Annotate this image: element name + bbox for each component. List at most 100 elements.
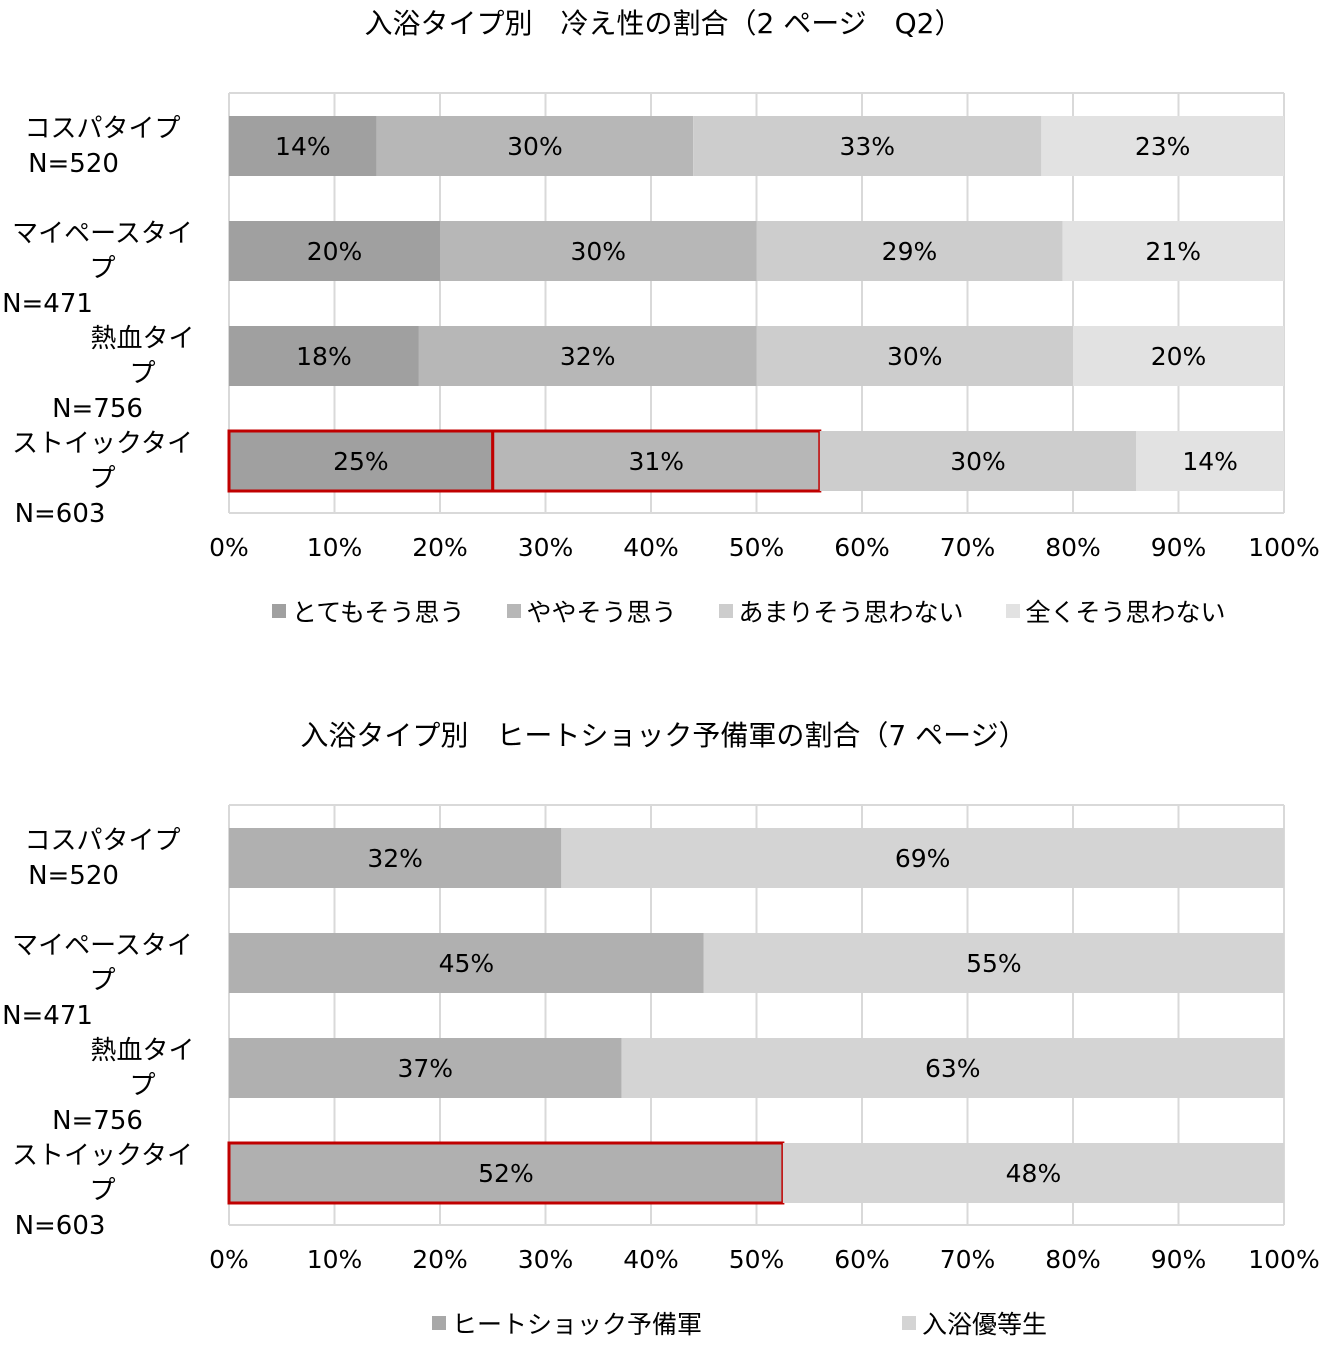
x-tick-label: 60% <box>834 533 890 562</box>
x-tick-label: 0% <box>209 533 249 562</box>
x-tick-label: 60% <box>834 1245 890 1274</box>
category-n: N=520 <box>28 149 119 179</box>
legend-swatch <box>1005 604 1020 618</box>
data-label: 69% <box>895 844 951 873</box>
category-label-1: マイペースタイプ N=471 <box>0 217 205 322</box>
legend-item-0: ヒートショック予備軍 <box>432 1305 702 1341</box>
legend-label: ややそう思う <box>526 598 677 627</box>
category-n: N=603 <box>14 1211 106 1241</box>
legend-item-2: あまりそう思わない <box>718 593 964 629</box>
bar-segment <box>621 1038 1284 1098</box>
bar-segment <box>756 326 1073 386</box>
bar-segment <box>756 221 1063 281</box>
bar-segment <box>227 1141 785 1205</box>
x-tick-label: 70% <box>940 1245 996 1274</box>
category-name: コスパタイプ <box>24 114 181 144</box>
category-n: N=520 <box>28 861 119 891</box>
data-label: 20% <box>1151 342 1207 371</box>
data-label: 45% <box>439 949 495 978</box>
legend-label: 全くそう思わない <box>1025 598 1226 627</box>
bar-segment <box>782 1143 1284 1203</box>
category-n: N=471 <box>2 1001 93 1031</box>
x-tick-label: 40% <box>623 533 679 562</box>
data-label: 30% <box>570 237 626 266</box>
category-name: ストイックタイプ <box>12 1141 193 1206</box>
category-label-0: コスパタイプ N=520 <box>0 824 205 894</box>
data-label: 18% <box>296 342 352 371</box>
cold-sensitivity-chart: 入浴タイプ別 冷え性の割合（2 ページ Q2） コスパタイプ N=520 マイペ… <box>0 0 1327 640</box>
category-name: コスパタイプ <box>24 826 181 856</box>
category-label-0: コスパタイプ N=520 <box>0 112 205 182</box>
data-label: 32% <box>367 844 423 873</box>
bar-segment <box>229 221 440 281</box>
data-label: 63% <box>925 1054 981 1083</box>
data-label: 21% <box>1145 237 1201 266</box>
legend-item-1: 入浴優等生 <box>902 1305 1047 1341</box>
data-label: 25% <box>333 447 389 476</box>
x-tick-label: 20% <box>412 533 468 562</box>
legend-label: とてもそう思う <box>292 598 465 627</box>
category-n: N=756 <box>52 394 143 424</box>
bar-segment <box>229 828 562 888</box>
data-label: 23% <box>1135 132 1191 161</box>
bar-segment <box>229 326 419 386</box>
category-n: N=756 <box>52 1106 143 1136</box>
category-label-3: ストイックタイプ N=603 <box>0 427 205 532</box>
legend-label: ヒートショック予備軍 <box>452 1310 703 1339</box>
bar-segment <box>693 116 1042 176</box>
x-tick-label: 10% <box>307 1245 363 1274</box>
data-label: 52% <box>478 1159 534 1188</box>
chart-title: 入浴タイプ別 冷え性の割合（2 ページ Q2） <box>364 7 963 40</box>
category-name: 熱血タイプ <box>90 324 195 389</box>
legend: ヒートショック予備軍 入浴優等生 <box>432 1305 1047 1341</box>
category-label-3: ストイックタイプ N=603 <box>0 1139 205 1244</box>
legend-swatch <box>272 604 286 618</box>
category-n: N=471 <box>2 289 93 319</box>
data-label: 30% <box>887 342 943 371</box>
data-label: 32% <box>560 342 616 371</box>
data-label: 14% <box>275 132 331 161</box>
x-tick-label: 80% <box>1045 1245 1101 1274</box>
legend-item-3: 全くそう思わない <box>1005 593 1226 629</box>
category-label-2: 熱血タイプ N=756 <box>0 1034 205 1139</box>
bar-segment <box>1073 326 1284 386</box>
bar-segment <box>229 933 704 993</box>
category-n: N=603 <box>14 499 106 529</box>
data-label: 55% <box>966 949 1022 978</box>
bar-segment <box>440 221 757 281</box>
legend-label: あまりそう思わない <box>738 598 964 627</box>
data-label: 14% <box>1182 447 1238 476</box>
chart-title: 入浴タイプ別 ヒートショック予備軍の割合（7 ページ） <box>300 719 1027 752</box>
bar-segment <box>491 429 822 493</box>
legend-label: 入浴優等生 <box>922 1310 1048 1339</box>
bar-segment <box>703 933 1284 993</box>
legend-swatch <box>432 1316 446 1330</box>
bar-segment <box>819 431 1137 491</box>
x-tick-label: 100% <box>1248 533 1319 562</box>
bar-segment <box>1041 116 1284 176</box>
x-tick-label: 40% <box>623 1245 679 1274</box>
category-label-1: マイペースタイプ N=471 <box>0 929 205 1034</box>
legend-swatch <box>902 1316 917 1330</box>
bar-segment <box>376 116 694 176</box>
x-tick-label: 100% <box>1248 1245 1319 1274</box>
data-label: 30% <box>950 447 1006 476</box>
data-label: 29% <box>882 237 938 266</box>
x-tick-label: 80% <box>1045 533 1101 562</box>
x-tick-label: 20% <box>412 1245 468 1274</box>
bar-segment <box>1136 431 1284 491</box>
legend-item-1: ややそう思う <box>506 593 677 629</box>
bar-segment <box>1062 221 1284 281</box>
x-tick-label: 30% <box>518 1245 574 1274</box>
data-label: 31% <box>628 447 684 476</box>
data-label: 48% <box>1006 1159 1062 1188</box>
plot-area: 0% 10% 20% 30% 40% 50% 60% 70% 80% 90% 100% 14% 30% 3… <box>209 92 1320 562</box>
x-tick-label: 90% <box>1151 1245 1207 1274</box>
bar-segment <box>229 1038 622 1098</box>
x-tick-label: 50% <box>729 1245 785 1274</box>
x-tick-label: 0% <box>209 1245 249 1274</box>
category-name: マイペースタイプ <box>12 219 193 284</box>
x-tick-label: 70% <box>940 533 996 562</box>
heat-shock-chart: 入浴タイプ別 ヒートショック予備軍の割合（7 ページ） コスパタイプ N=520… <box>0 712 1327 1348</box>
x-tick-label: 90% <box>1151 533 1207 562</box>
